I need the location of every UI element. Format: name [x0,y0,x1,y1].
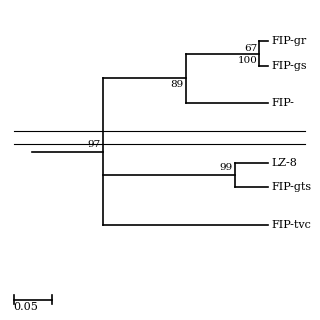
Text: FIP-gs: FIP-gs [271,61,307,71]
Text: 100: 100 [238,56,258,65]
Text: FIP-gr: FIP-gr [271,36,307,46]
Text: FIP-gts: FIP-gts [271,182,312,192]
Text: 67: 67 [244,44,258,53]
Text: FIP-: FIP- [271,98,294,108]
Text: 89: 89 [171,80,184,89]
Text: FIP-tvc: FIP-tvc [271,220,311,230]
Text: LZ-8: LZ-8 [271,158,297,168]
Text: 0.05: 0.05 [14,302,38,312]
Text: 97: 97 [88,140,101,148]
Text: 99: 99 [220,163,233,172]
